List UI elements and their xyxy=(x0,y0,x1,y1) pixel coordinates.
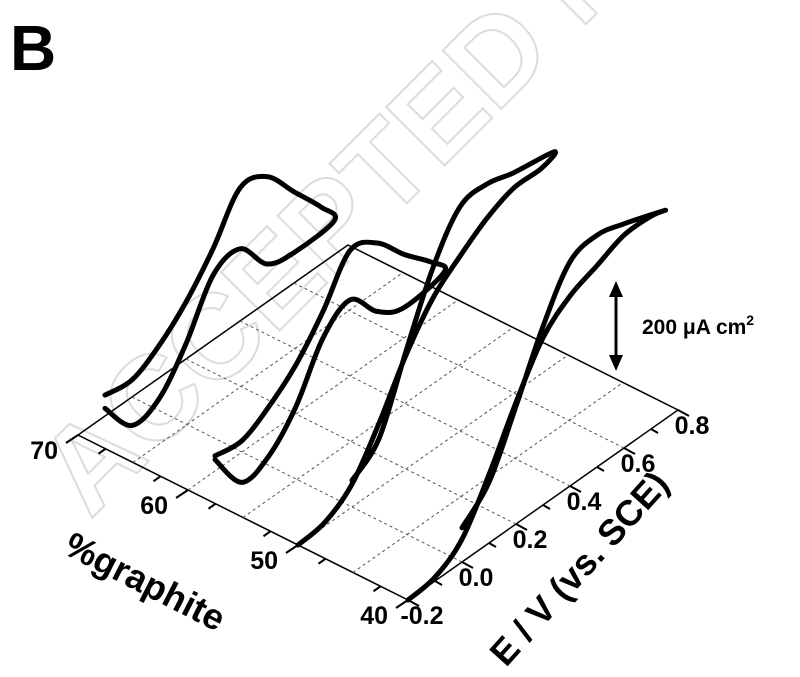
y-tick-label: 0.8 xyxy=(675,412,710,440)
y-tick-mark xyxy=(515,523,528,531)
x-tick-mark xyxy=(65,434,79,444)
grid-line-graphite xyxy=(352,382,624,573)
x-tick-label: 60 xyxy=(140,492,168,520)
grid-line-graphite xyxy=(187,299,459,491)
x-tick-label: 40 xyxy=(360,602,388,630)
grid-line-potential xyxy=(131,396,463,563)
x-minor-tick xyxy=(152,475,162,483)
cv-curve-60 xyxy=(212,239,448,485)
x-tick-label: 70 xyxy=(30,437,58,465)
cv-curve-40 xyxy=(405,207,668,603)
grid-line-potential xyxy=(293,282,625,449)
y-tick-mark xyxy=(677,409,690,417)
curves-group xyxy=(102,149,668,603)
scale-bar-label: 200 μA cm2 xyxy=(642,312,754,339)
y-minor-tick xyxy=(488,542,497,548)
grid-line-graphite xyxy=(297,354,569,546)
panel-label: B xyxy=(10,12,56,84)
y-tick-label: 0.4 xyxy=(567,488,602,516)
x-minor-tick xyxy=(97,447,107,455)
cv-curve-50 xyxy=(295,149,558,548)
y-tick-mark xyxy=(623,447,636,455)
grid-line-graphite xyxy=(132,272,404,463)
scale-bar-arrow-down xyxy=(609,355,623,371)
x-tick-mark xyxy=(285,544,299,554)
y-tick-label: 0.2 xyxy=(513,526,548,554)
x-minor-tick xyxy=(207,502,217,510)
y-tick-label: 0.0 xyxy=(459,564,494,592)
x-minor-tick xyxy=(372,585,382,593)
y-minor-tick xyxy=(650,428,659,434)
scale-bar-arrow-up xyxy=(609,281,623,297)
y-tick-mark xyxy=(569,485,582,493)
y-tick-label: 0.6 xyxy=(621,450,656,478)
x-minor-tick xyxy=(317,557,327,565)
grid-line-potential xyxy=(185,358,517,525)
grid-line-graphite xyxy=(242,327,514,518)
y-tick-label: -0.2 xyxy=(400,602,443,630)
x-tick-mark xyxy=(175,489,189,499)
cv-curve-70 xyxy=(102,173,338,429)
axis-ticks: 70 60 50 40 -0.2 0.0 0.2 0.4 0.6 0.8 xyxy=(30,409,710,630)
y-minor-tick xyxy=(542,504,551,510)
x-minor-tick xyxy=(262,530,272,538)
scale-bar: 200 μA cm2 xyxy=(609,281,754,371)
x-tick-mark xyxy=(395,599,409,609)
x-axis-title: %graphite xyxy=(58,524,232,640)
x-tick-label: 50 xyxy=(250,547,278,575)
y-tick-mark xyxy=(461,561,474,569)
y-minor-tick xyxy=(596,466,605,472)
y-minor-tick xyxy=(434,580,443,586)
grid-line-potential xyxy=(239,320,571,487)
y-tick-mark xyxy=(407,599,420,607)
